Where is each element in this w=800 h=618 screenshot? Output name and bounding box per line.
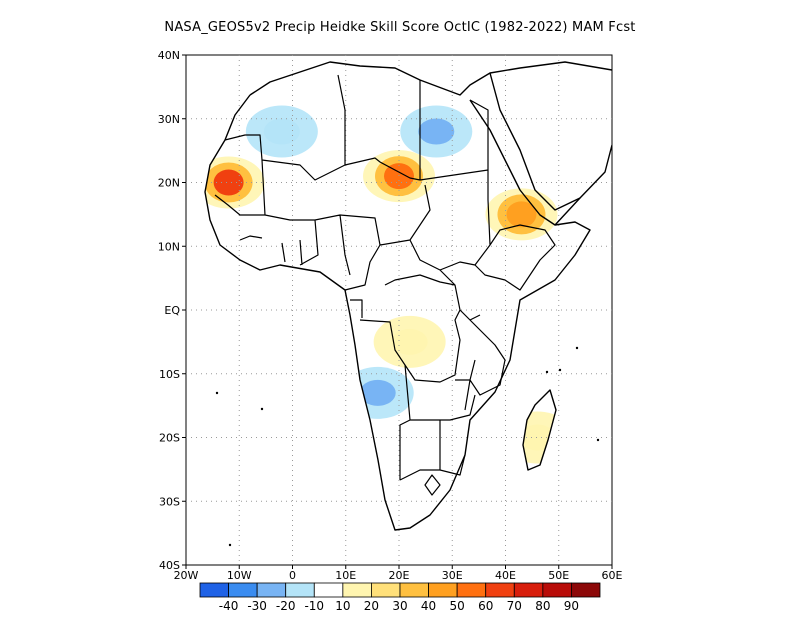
lat-tick-label: 40S (159, 559, 180, 572)
field-egypt-low (400, 105, 473, 158)
lon-tick-label: 20E (389, 569, 410, 582)
arabia-coast (489, 72, 581, 211)
colorbar-label: 40 (421, 599, 436, 613)
colorbar-swatch (513, 582, 544, 598)
colorbar-swatch (371, 582, 401, 598)
colorbar-label: 60 (478, 599, 493, 613)
colorbar-label: 10 (335, 599, 350, 613)
field-congo-mid (373, 315, 446, 368)
colorbar-swatch (571, 582, 601, 598)
border-lines (214, 74, 556, 496)
lon-tick-label: 50E (548, 569, 569, 582)
field-ethiopia-high (485, 188, 558, 241)
colorbar: -40 -30 -20 -10 10 20 30 40 50 60 70 80 90 (199, 582, 601, 613)
lat-tick-label: 30S (159, 495, 180, 508)
red-sea-coast (469, 99, 556, 226)
colorbar-label: 30 (392, 599, 407, 613)
lon-tick-label: 20W (174, 569, 199, 582)
field-mauritania-high (205, 156, 265, 209)
field-algeria-low (245, 105, 318, 158)
colorbar-label: -10 (304, 599, 324, 613)
gridlines (186, 55, 612, 565)
colorbar-swatch (428, 582, 458, 598)
colorbar-swatch (485, 582, 515, 598)
colorbar-label: 70 (507, 599, 522, 613)
colorbar-label: 20 (364, 599, 379, 613)
colorbar-swatch (456, 582, 487, 598)
longitude-ticks: 20W 10W 0 10E 20E 30E 40E 50E 60E (174, 565, 623, 582)
lat-tick-label: EQ (164, 304, 180, 317)
colorbar-swatch (313, 582, 344, 598)
colorbar-swatch (399, 582, 429, 598)
lon-tick-label: 10E (335, 569, 356, 582)
lon-tick-label: 0 (289, 569, 296, 582)
colorbar-swatch (285, 582, 315, 598)
colorbar-label: -40 (219, 599, 239, 613)
lat-tick-label: 10S (159, 368, 180, 381)
latitude-ticks: 40N 30N 20N 10N EQ 10S 20S 30S 40S (158, 49, 186, 572)
colorbar-label: 80 (535, 599, 550, 613)
colorbar-swatch (228, 582, 258, 598)
lat-tick-label: 20S (159, 432, 180, 445)
colorbar-swatch (199, 582, 229, 598)
lon-tick-label: 60E (602, 569, 623, 582)
colorbar-swatch (542, 582, 572, 598)
country-borders (204, 61, 612, 547)
lon-tick-label: 10W (227, 569, 252, 582)
colorbar-swatch (342, 582, 372, 598)
colorbar-swatch (256, 582, 287, 598)
map-title: NASA_GEOS5v2 Precip Heidke Skill Score O… (164, 20, 636, 35)
madagascar-coastline (522, 389, 557, 471)
lat-tick-label: 40N (158, 49, 180, 62)
lat-tick-label: 20N (158, 177, 180, 190)
colorbar-label: 90 (564, 599, 579, 613)
colorbar-label: -30 (247, 599, 267, 613)
colorbar-label: 50 (450, 599, 465, 613)
lon-tick-label: 30E (442, 569, 463, 582)
colorbar-label: -20 (276, 599, 296, 613)
lon-tick-label: 40E (495, 569, 516, 582)
lat-tick-label: 30N (158, 113, 180, 126)
lat-tick-label: 10N (158, 240, 180, 253)
